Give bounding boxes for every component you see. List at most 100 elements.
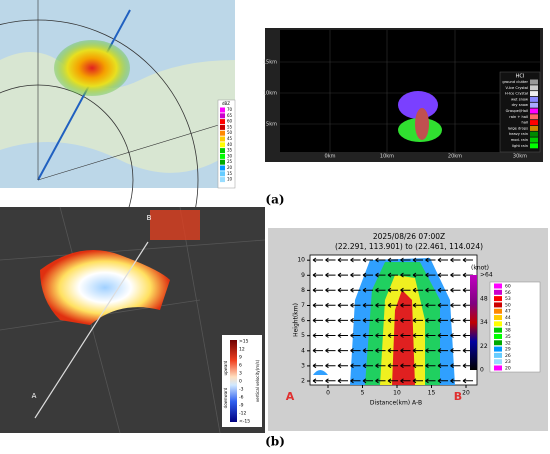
- legend-label: 38: [505, 328, 511, 334]
- colorbar-tick: 0: [480, 367, 484, 374]
- legend-swatch: [220, 171, 225, 177]
- wind-arrow: [375, 378, 386, 384]
- x-tick-label: 10: [393, 390, 401, 397]
- x-tick-label: 0: [326, 390, 330, 397]
- colorbar-tick: -3: [239, 387, 244, 393]
- wind-arrow: [312, 257, 323, 263]
- legend-label: 55: [227, 124, 233, 129]
- legend-label: 26: [505, 353, 511, 359]
- legend-swatch: [220, 124, 225, 130]
- wind-arrow: [362, 378, 373, 384]
- wind-arrow: [312, 333, 323, 338]
- legend-label: 44: [505, 315, 511, 321]
- legend-label: rain + hail: [509, 115, 528, 119]
- wind-arrow: [450, 378, 461, 384]
- wind-arrow: [437, 287, 448, 293]
- colorbar-tick: >15: [239, 339, 249, 345]
- wind-arrow: [312, 363, 323, 369]
- wind-arrow: [450, 272, 461, 278]
- wind-arrow: [325, 348, 336, 354]
- legend-swatch: [530, 79, 538, 85]
- wind-arrow: [437, 272, 448, 278]
- wind-arrow: [412, 378, 423, 384]
- legend-swatch: [530, 91, 538, 97]
- wind-arrow: [325, 378, 336, 384]
- legend-label: ground clutter: [502, 80, 528, 84]
- radar-map: [0, 0, 236, 341]
- colorbar-tick: >64: [480, 272, 493, 279]
- wind-arrow: [425, 317, 436, 323]
- wind-arrow: [375, 272, 386, 278]
- wind-arrow: [412, 272, 423, 278]
- wind-arrow: [312, 378, 323, 384]
- wind-arrow: [387, 363, 398, 369]
- wind-arrow: [387, 287, 398, 293]
- wind-arrow: [350, 287, 361, 293]
- wind-arrow: [400, 287, 411, 293]
- legend-label: 50: [505, 302, 511, 308]
- wind-arrow: [450, 257, 461, 263]
- wind-arrow: [337, 378, 348, 384]
- legend-swatch: [530, 143, 538, 149]
- legend-label: 50: [227, 130, 233, 135]
- wind-arrow: [362, 287, 373, 293]
- legend-swatch: [494, 302, 502, 308]
- wind-arrow: [375, 317, 386, 323]
- wind-arrow: [337, 302, 348, 308]
- legend-swatch: [220, 107, 225, 113]
- wind-arrow: [362, 317, 373, 323]
- legend-swatch: [530, 102, 538, 108]
- x-tick-label: 20: [462, 390, 470, 397]
- legend-label: 23: [505, 359, 511, 365]
- wind-arrow: [425, 378, 436, 384]
- y-tick-label: 2: [301, 378, 305, 385]
- legend-label: heavy rain: [509, 132, 528, 136]
- y-tick-label: 5: [301, 332, 305, 339]
- legend-label: V-Ice Crystal: [505, 86, 528, 90]
- legend-label: 53: [505, 296, 511, 302]
- legend-label: wet snow: [511, 97, 528, 101]
- wind-arrow: [437, 333, 448, 338]
- legend-swatch: [494, 359, 502, 365]
- wind-arrow: [437, 363, 448, 369]
- wind-arrow: [425, 302, 436, 308]
- wind-arrow: [437, 348, 448, 354]
- legend-label: 41: [505, 321, 511, 327]
- colorbar-note: upward: [223, 360, 228, 375]
- wind-arrow: [375, 333, 386, 338]
- wind-arrow: [462, 378, 473, 384]
- legend-swatch: [220, 153, 225, 159]
- legend-swatch: [494, 308, 502, 314]
- legend-swatch: [530, 137, 538, 143]
- wind-arrow: [387, 302, 398, 308]
- wind-arrow: [362, 272, 373, 278]
- wind-arrow: [362, 333, 373, 338]
- wind-arrow: [325, 333, 336, 338]
- legend-label: 30: [227, 153, 233, 158]
- legend-label: 40: [227, 142, 233, 147]
- wind-arrow: [425, 272, 436, 278]
- wind-arrow: [450, 302, 461, 308]
- legend-label: 32: [505, 340, 511, 346]
- legend-label: 25: [227, 159, 233, 164]
- colorbar-tick: -6: [239, 395, 244, 401]
- legend-label: mod. rain: [511, 138, 528, 142]
- colorbar-title: vertical velocity(m/s): [255, 359, 260, 402]
- legend-swatch: [494, 283, 502, 289]
- wind-arrow: [350, 348, 361, 354]
- legend-label: 45: [227, 136, 233, 141]
- x-tick-label: 30km: [513, 154, 527, 160]
- endpoint-label: A: [286, 390, 295, 403]
- wind-arrow: [325, 287, 336, 293]
- wind-arrow: [312, 317, 323, 323]
- legend-swatch: [530, 96, 538, 102]
- colorbar-tick: 3: [239, 371, 242, 377]
- wind-arrow: [362, 363, 373, 369]
- colorbar-tick: 34: [480, 319, 488, 326]
- legend-label: 47: [505, 309, 511, 315]
- legend-swatch: [220, 119, 225, 125]
- wind-arrow: [325, 317, 336, 323]
- wind-arrow: [412, 317, 423, 323]
- colorbar-tick: 12: [239, 347, 245, 353]
